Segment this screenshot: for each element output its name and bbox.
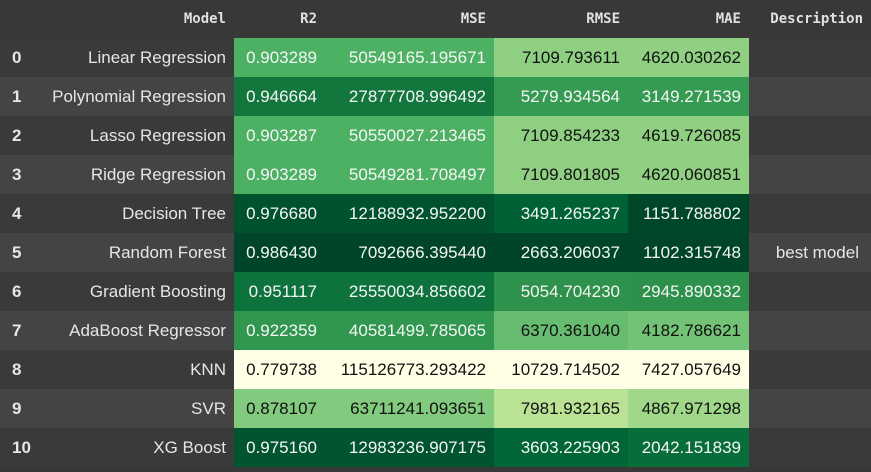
mse-cell: 50549281.708497 <box>325 155 494 194</box>
mse-cell: 12188932.952200 <box>325 194 494 233</box>
description-cell <box>749 311 871 350</box>
description-cell: best model <box>775 242 859 262</box>
mae-cell: 3149.271539 <box>628 77 749 116</box>
model-name-cell: Polynomial Regression <box>52 86 226 106</box>
mse-cell: 25550034.856602 <box>325 272 494 311</box>
header-rmse: RMSE <box>494 0 628 38</box>
table-row: 5 Random Forest 0.986430 7092666.395440 2663… <box>0 233 871 272</box>
mse-cell: 115126773.293422 <box>325 350 494 389</box>
row-index: 5 <box>12 242 22 262</box>
mae-cell: 7427.057649 <box>628 350 749 389</box>
mse-cell: 63711241.093651 <box>325 389 494 428</box>
mse-cell: 7092666.395440 <box>325 233 494 272</box>
rmse-cell: 3491.265237 <box>494 194 628 233</box>
description-cell <box>749 389 871 428</box>
r2-cell: 0.903289 <box>234 155 325 194</box>
r2-cell: 0.976680 <box>234 194 325 233</box>
rmse-cell: 5054.704230 <box>494 272 628 311</box>
table-row: 7 AdaBoost Regressor 0.922359 40581499.7850… <box>0 311 871 350</box>
description-cell <box>749 350 871 389</box>
rmse-cell: 7981.932165 <box>494 389 628 428</box>
model-name-cell: Lasso Regression <box>89 125 226 145</box>
description-cell <box>749 38 871 77</box>
row-index: 1 <box>12 86 22 106</box>
description-cell <box>749 194 871 233</box>
header-r2: R2 <box>234 0 325 38</box>
model-name-cell: Gradient Boosting <box>89 281 226 301</box>
r2-cell: 0.922359 <box>234 311 325 350</box>
table-row: 10 XG Boost 0.975160 12983236.907175 3603.22… <box>0 428 871 467</box>
mae-cell: 4620.030262 <box>628 38 749 77</box>
mae-cell: 1102.315748 <box>628 233 749 272</box>
table-row: 2 Lasso Regression 0.903287 50550027.213465… <box>0 116 871 155</box>
model-name-cell: SVR <box>191 398 226 418</box>
rmse-cell: 3603.225903 <box>494 428 628 467</box>
mae-cell: 4620.060851 <box>628 155 749 194</box>
rmse-cell: 7109.793611 <box>494 38 628 77</box>
mae-cell: 2945.890332 <box>628 272 749 311</box>
table-header: Model R2 MSE RMSE MAE Description <box>0 0 871 38</box>
table-row: 8 KNN 0.779738 115126773.293422 10729.714502… <box>0 350 871 389</box>
description-cell <box>749 155 871 194</box>
mse-cell: 50549165.195671 <box>325 38 494 77</box>
row-index: 7 <box>12 320 22 340</box>
row-index: 8 <box>12 359 22 379</box>
rmse-cell: 5279.934564 <box>494 77 628 116</box>
model-name-cell: XG Boost <box>153 437 226 457</box>
header-index <box>0 0 34 38</box>
model-name-cell: KNN <box>190 359 226 379</box>
rmse-cell: 10729.714502 <box>494 350 628 389</box>
table-body: 0 Linear Regression 0.903289 50549165.19567… <box>0 38 871 467</box>
model-name-cell: Linear Regression <box>88 47 226 67</box>
mse-cell: 12983236.907175 <box>325 428 494 467</box>
table-row: 6 Gradient Boosting 0.951117 25550034.85660… <box>0 272 871 311</box>
mae-cell: 4867.971298 <box>628 389 749 428</box>
model-name-cell: AdaBoost Regressor <box>69 320 226 340</box>
table-row: 0 Linear Regression 0.903289 50549165.19567… <box>0 38 871 77</box>
header-description: Description <box>749 0 871 38</box>
rmse-cell: 7109.801805 <box>494 155 628 194</box>
description-cell <box>749 272 871 311</box>
row-index: 2 <box>12 125 22 145</box>
table-row: 1 Polynomial Regression 0.946664 27877708.9… <box>0 77 871 116</box>
table-row: 9 SVR 0.878107 63711241.093651 7981.932165 48… <box>0 389 871 428</box>
mse-cell: 27877708.996492 <box>325 77 494 116</box>
mse-cell: 40581499.785065 <box>325 311 494 350</box>
row-index: 9 <box>12 398 22 418</box>
row-index: 4 <box>12 203 22 223</box>
table-row: 3 Ridge Regression 0.903289 50549281.708497… <box>0 155 871 194</box>
table-row: 4 Decision Tree 0.976680 12188932.952200 349… <box>0 194 871 233</box>
row-index: 3 <box>12 164 22 184</box>
model-name-cell: Random Forest <box>108 242 226 262</box>
model-name-cell: Ridge Regression <box>90 164 226 184</box>
mse-cell: 50550027.213465 <box>325 116 494 155</box>
r2-cell: 0.903289 <box>234 38 325 77</box>
mae-cell: 4619.726085 <box>628 116 749 155</box>
r2-cell: 0.903287 <box>234 116 325 155</box>
model-name-cell: Decision Tree <box>122 203 226 223</box>
rmse-cell: 6370.361040 <box>494 311 628 350</box>
r2-cell: 0.779738 <box>234 350 325 389</box>
mae-cell: 2042.151839 <box>628 428 749 467</box>
r2-cell: 0.951117 <box>234 272 325 311</box>
row-index: 10 <box>12 437 31 457</box>
rmse-cell: 7109.854233 <box>494 116 628 155</box>
mae-cell: 4182.786621 <box>628 311 749 350</box>
header-model: Model <box>34 0 234 38</box>
r2-cell: 0.878107 <box>234 389 325 428</box>
row-index: 0 <box>12 47 22 67</box>
header-mse: MSE <box>325 0 494 38</box>
r2-cell: 0.975160 <box>234 428 325 467</box>
description-cell <box>749 77 871 116</box>
row-index: 6 <box>12 281 22 301</box>
mae-cell: 1151.788802 <box>628 194 749 233</box>
header-row: Model R2 MSE RMSE MAE Description <box>0 0 871 38</box>
r2-cell: 0.946664 <box>234 77 325 116</box>
header-mae: MAE <box>628 0 749 38</box>
r2-cell: 0.986430 <box>234 233 325 272</box>
rmse-cell: 2663.206037 <box>494 233 628 272</box>
description-cell <box>749 116 871 155</box>
description-cell <box>749 428 871 467</box>
